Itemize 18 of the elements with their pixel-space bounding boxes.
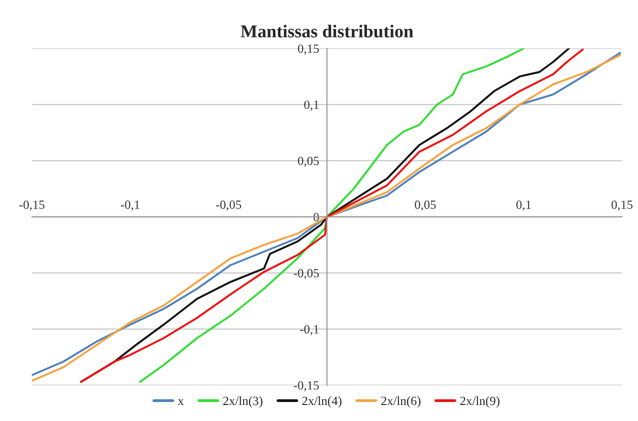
legend-label: 2x/ln(6): [381, 396, 420, 408]
x-tick-label: -0,15: [19, 200, 44, 211]
x-tick-label: -0,1: [120, 200, 140, 211]
legend-label: 2x/ln(9): [460, 396, 500, 408]
y-tick-label: -0,05: [294, 268, 319, 280]
legend-label: 2x/ln(4): [302, 396, 342, 408]
chart-title: Mantissas distribution: [240, 24, 414, 38]
legend-label: 2x/ln(3): [223, 396, 262, 408]
y-tick-label: 0,1: [304, 100, 319, 111]
x-tick-label: 0,15: [612, 200, 632, 211]
x-tick-label: -0,05: [216, 200, 242, 211]
y-tick-label: -0,1: [300, 325, 319, 336]
y-tick-label: -0,15: [294, 381, 319, 392]
x-tick-label: 0,1: [516, 200, 531, 211]
x-tick-label: 0,05: [414, 200, 436, 211]
y-tick-label: 0,05: [298, 156, 319, 167]
y-tick-label: 0,15: [298, 44, 319, 55]
legend-label: x: [178, 399, 184, 405]
